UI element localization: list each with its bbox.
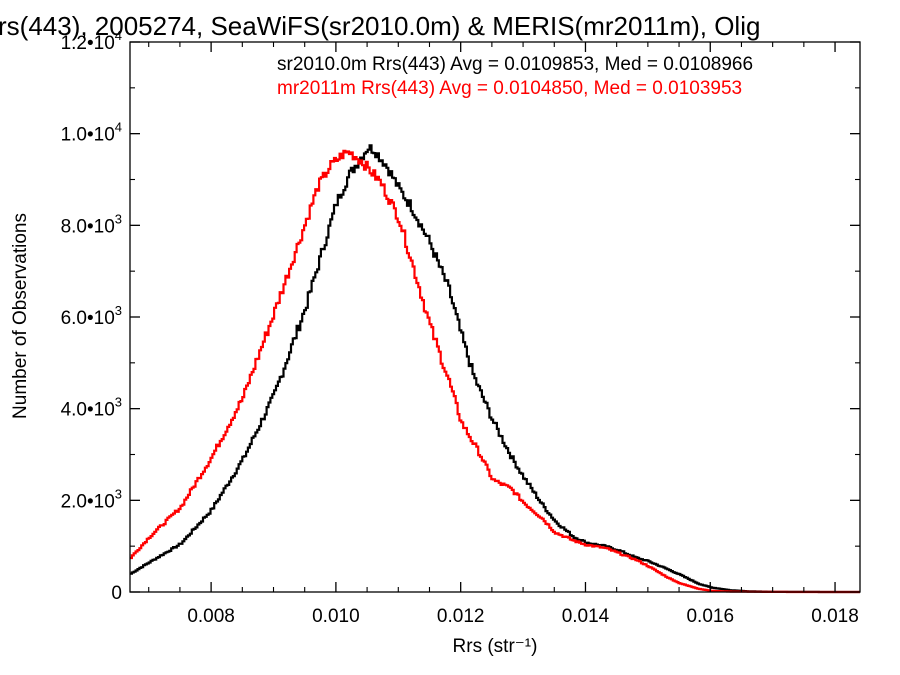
y-tick-label: 2.0•103	[61, 486, 122, 512]
legend-entry-sr2010.0m: sr2010.0m Rrs(443) Avg = 0.0109853, Med …	[277, 54, 753, 75]
chart-title: rs(443), 2005274, SeaWiFS(sr2010.0m) & M…	[0, 11, 760, 41]
x-tick-label: 0.016	[686, 606, 734, 627]
x-tick-label: 0.014	[562, 606, 610, 627]
x-axis-label: Rrs (str⁻¹)	[453, 636, 538, 657]
x-tick-label: 0.012	[437, 606, 485, 627]
y-tick-label: 6.0•103	[61, 303, 122, 329]
x-tick-label: 0.008	[187, 606, 235, 627]
legend: sr2010.0m Rrs(443) Avg = 0.0109853, Med …	[277, 54, 753, 99]
series-layer	[130, 144, 860, 594]
y-tick-label: 1.2•104	[61, 28, 122, 54]
axes-layer: 0.008 0.010 0.012 0.014 0.016 0.018 0 2.0•103 4.…	[61, 28, 861, 627]
y-tick-label: 4.0•103	[61, 395, 122, 421]
series-line-sr2010.0m	[130, 144, 860, 594]
y-tick-label: 8.0•103	[61, 211, 122, 237]
y-axis-label: Number of Observations	[10, 213, 31, 419]
series-line-mr2011m	[130, 149, 860, 594]
y-tick-label: 1.0•104	[61, 120, 122, 146]
x-tick-label: 0.010	[312, 606, 360, 627]
y-tick-label: 0	[111, 583, 122, 604]
legend-entry-mr2011m: mr2011m Rrs(443) Avg = 0.0104850, Med = …	[277, 78, 742, 99]
x-tick-label: 0.018	[811, 606, 859, 627]
